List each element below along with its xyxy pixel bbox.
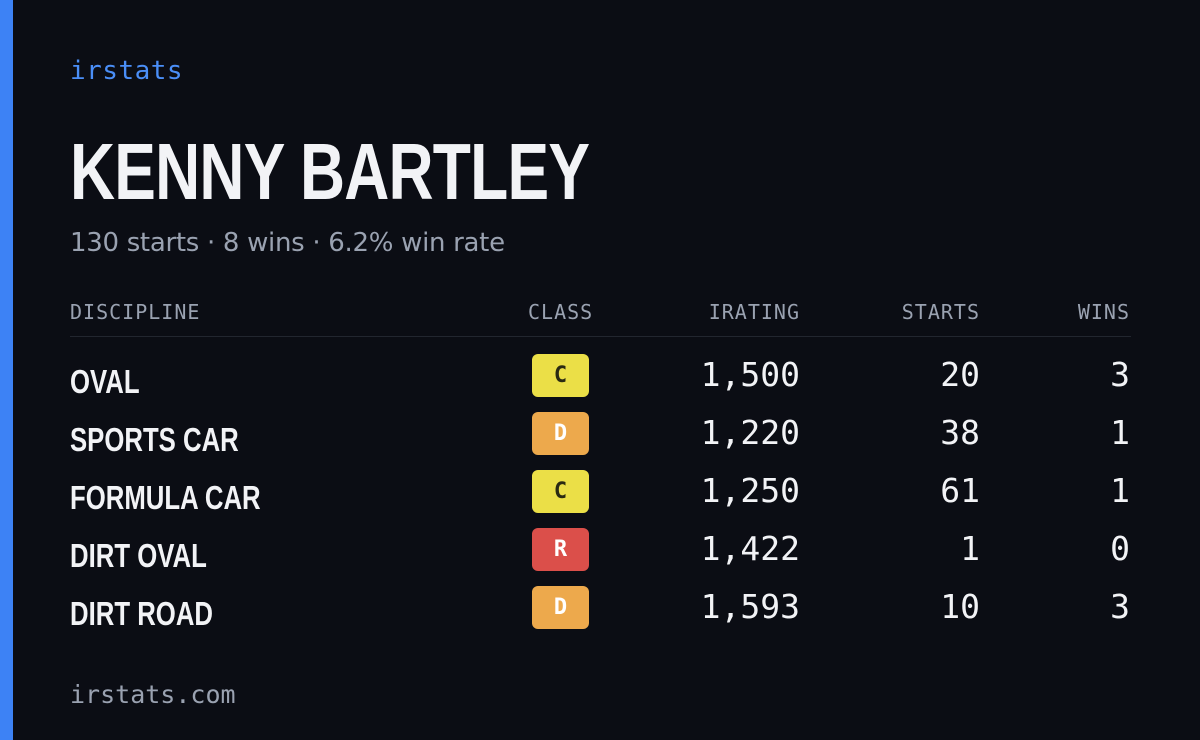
driver-name: KENNY BARTLEY	[70, 127, 590, 216]
starts-value: 38	[940, 413, 980, 452]
discipline-name: SPORTS CAR	[70, 421, 239, 458]
table-row: SPORTS CAR D 1,220 38 1	[70, 412, 1131, 470]
header-irating: IRATING	[708, 300, 800, 324]
irating-value: 1,422	[700, 529, 800, 568]
footer-url: irstats.com	[70, 680, 236, 709]
irating-value: 1,250	[700, 471, 800, 510]
wins-value: 1	[1110, 413, 1130, 452]
discipline-name: FORMULA CAR	[70, 479, 261, 516]
accent-bar	[0, 0, 13, 740]
class-badge: D	[532, 586, 589, 629]
discipline-name: DIRT ROAD	[70, 595, 213, 632]
wins-value: 3	[1110, 587, 1130, 626]
header-wins: WINS	[1077, 300, 1130, 324]
starts-value: 10	[940, 587, 980, 626]
discipline-table: DISCIPLINE CLASS IRATING STARTS WINS OVA…	[70, 296, 1131, 644]
header-class: CLASS	[528, 300, 594, 324]
class-badge: D	[532, 412, 589, 455]
driver-summary: 130 starts · 8 wins · 6.2% win rate	[70, 228, 505, 258]
header-discipline: DISCIPLINE	[70, 300, 201, 324]
wins-value: 3	[1110, 355, 1130, 394]
class-badge: C	[532, 354, 589, 397]
brand-logo-text: irstats	[70, 56, 184, 86]
table-row: OVAL C 1,500 20 3	[70, 354, 1131, 412]
table-header: DISCIPLINE CLASS IRATING STARTS WINS	[70, 296, 1131, 337]
starts-value: 61	[940, 471, 980, 510]
irating-value: 1,220	[700, 413, 800, 452]
starts-value: 1	[960, 529, 980, 568]
class-badge: R	[532, 528, 589, 571]
class-badge: C	[532, 470, 589, 513]
discipline-name: OVAL	[70, 363, 140, 400]
irating-value: 1,500	[700, 355, 800, 394]
table-row: DIRT ROAD D 1,593 10 3	[70, 586, 1131, 644]
discipline-name: DIRT OVAL	[70, 537, 207, 574]
table-body: OVAL C 1,500 20 3 SPORTS CAR D 1,220 38 …	[70, 354, 1131, 644]
wins-value: 1	[1110, 471, 1130, 510]
wins-value: 0	[1110, 529, 1130, 568]
starts-value: 20	[940, 355, 980, 394]
irating-value: 1,593	[700, 587, 800, 626]
header-starts: STARTS	[901, 300, 980, 324]
table-row: DIRT OVAL R 1,422 1 0	[70, 528, 1131, 586]
table-row: FORMULA CAR C 1,250 61 1	[70, 470, 1131, 528]
